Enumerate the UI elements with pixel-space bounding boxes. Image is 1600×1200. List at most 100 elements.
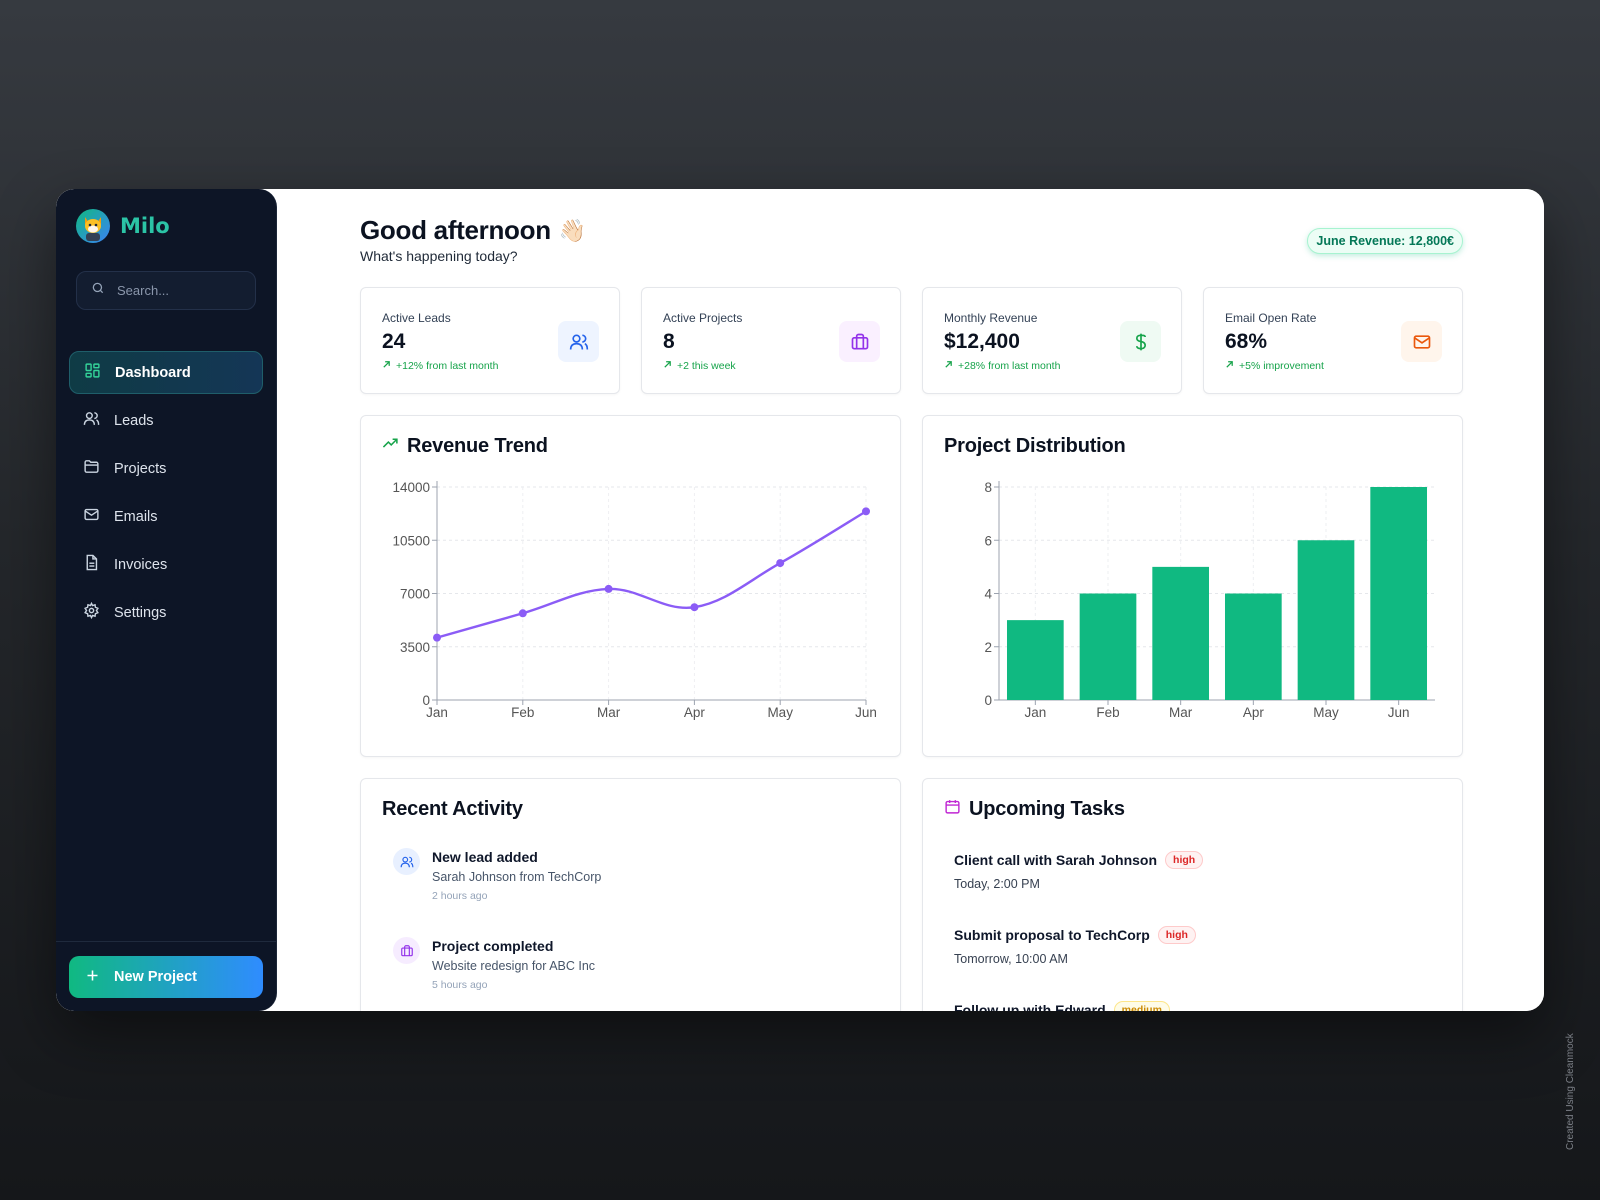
revenue-point [776,559,785,568]
folder-icon [83,458,100,479]
y-tick-label: 8 [984,480,992,495]
project-bar [1297,540,1355,700]
sidebar-nav: Dashboard Leads Projects Emails [69,351,263,639]
x-tick-label: Jun [1388,705,1410,720]
sidebar-item-settings[interactable]: Settings [69,591,263,634]
revenue-point [690,603,699,612]
y-tick-label: 0 [984,693,992,708]
revenue-trend-panel: Revenue Trend 0 3500 7000 10500 14000 Jan Feb M… [360,415,901,757]
activity-desc: Sarah Johnson from TechCorp [432,870,602,884]
upcoming-tasks-title: Upcoming Tasks [969,798,1125,820]
recent-activity-panel: Recent Activity New lead added Sarah Joh… [360,778,901,1011]
greeting-subtitle: What's happening today? [360,248,518,264]
stat-label: Email Open Rate [1225,311,1317,325]
users-icon [83,410,100,431]
arrow-up-right-icon [1225,360,1234,372]
search-box[interactable] [76,271,256,310]
task-item[interactable]: Submit proposal to TechCorp high Tomorro… [954,926,1196,966]
wave-emoji: 👋🏻 [558,217,586,243]
arrow-up-right-icon [382,360,391,372]
stat-cards: Active Leads 24 +12% from last month Act… [360,287,1463,394]
task-item[interactable]: Client call with Sarah Johnson high Toda… [954,851,1204,891]
task-title: Client call with Sarah Johnson [954,852,1158,868]
activity-time: 5 hours ago [432,979,488,991]
priority-badge: high [1165,851,1204,869]
revenue-point [433,633,441,642]
sidebar-item-label: Invoices [114,556,168,573]
stat-value: $12,400 [944,330,1020,353]
x-tick-label: May [1313,705,1339,720]
priority-badge: medium [1113,1001,1170,1011]
activity-time: 2 hours ago [432,890,488,902]
mail-icon [83,506,100,527]
panel-title: Recent Activity [382,798,523,820]
revenue-point [604,584,613,593]
x-tick-label: May [767,705,793,720]
activity-item[interactable]: New lead added Sarah Johnson from TechCo… [393,848,602,902]
stat-card-email-open-rate[interactable]: Email Open Rate 68% +5% improvement [1203,287,1463,394]
revenue-line-chart: 0 3500 7000 10500 14000 Jan Feb Mar Apr May Jun [392,480,877,720]
project-bar [1224,593,1282,700]
panel-title: Upcoming Tasks [944,798,1125,821]
search-input[interactable] [117,283,237,298]
milo-logo-icon [76,209,110,243]
x-tick-label: Mar [597,705,621,720]
revenue-point [518,609,527,618]
main-content: Good afternoon 👋🏻 What's happening today… [277,189,1544,1011]
stat-delta: +12% from last month [382,360,498,372]
brand[interactable]: Milo [76,209,170,243]
panel-title: Project Distribution [944,435,1126,457]
priority-badge: high [1157,926,1196,944]
sidebar-item-label: Projects [114,460,167,477]
stat-value: 68% [1225,330,1268,353]
revenue-point [862,507,870,516]
stat-value: 8 [663,330,675,353]
task-time: Today, 2:00 PM [954,877,1040,891]
x-tick-label: Jan [1024,705,1046,720]
greeting: Good afternoon 👋🏻 What's happening today… [360,215,586,264]
x-tick-label: Jun [855,705,877,720]
sidebar-item-invoices[interactable]: Invoices [69,543,263,586]
sidebar-item-emails[interactable]: Emails [69,495,263,538]
greeting-title: Good afternoon [360,215,551,245]
trending-up-icon [382,435,399,458]
users-icon [393,848,420,875]
sidebar-item-dashboard[interactable]: Dashboard [69,351,263,394]
sidebar-divider [56,941,276,942]
app-window: Milo Dashboard Leads [56,189,1544,1011]
page-title: Good afternoon 👋🏻 [360,215,586,246]
stat-card-monthly-revenue[interactable]: Monthly Revenue $12,400 +28% from last m… [922,287,1182,394]
activity-item[interactable]: Project completed Website redesign for A… [393,937,596,991]
task-time: Tomorrow, 10:00 AM [954,952,1068,966]
activity-desc: Website redesign for ABC Inc [432,959,596,973]
stat-card-active-projects[interactable]: Active Projects 8 +2 this week [641,287,901,394]
x-tick-label: Mar [1169,705,1193,720]
project-bar [1370,487,1428,700]
stat-label: Monthly Revenue [944,311,1038,325]
new-project-label: New Project [114,969,197,985]
panel-title: Revenue Trend [382,435,548,458]
sidebar-item-label: Settings [114,604,167,621]
y-tick-label: 2 [984,640,992,655]
search-icon [91,281,105,300]
briefcase-icon [393,937,420,964]
stat-label: Active Projects [663,311,743,325]
stat-delta-text: +28% from last month [958,360,1061,372]
y-tick-label: 0 [422,693,430,708]
stat-label: Active Leads [382,311,451,325]
new-project-button[interactable]: New Project [69,956,263,998]
dollar-icon [1120,321,1161,362]
x-tick-label: Apr [1243,705,1265,720]
arrow-up-right-icon [663,360,672,372]
sidebar-item-projects[interactable]: Projects [69,447,263,490]
stat-delta-text: +12% from last month [396,360,499,372]
arrow-up-right-icon [944,360,953,372]
task-title: Submit proposal to TechCorp [954,927,1150,943]
task-item[interactable]: Follow up with Edward medium [954,1001,1170,1011]
upcoming-tasks-panel: Upcoming Tasks Client call with Sarah Jo… [922,778,1463,1011]
stat-card-active-leads[interactable]: Active Leads 24 +12% from last month [360,287,620,394]
y-tick-label: 6 [984,533,992,548]
sidebar-item-leads[interactable]: Leads [69,399,263,442]
x-tick-label: Jan [426,705,448,720]
y-tick-label: 10500 [392,533,430,548]
